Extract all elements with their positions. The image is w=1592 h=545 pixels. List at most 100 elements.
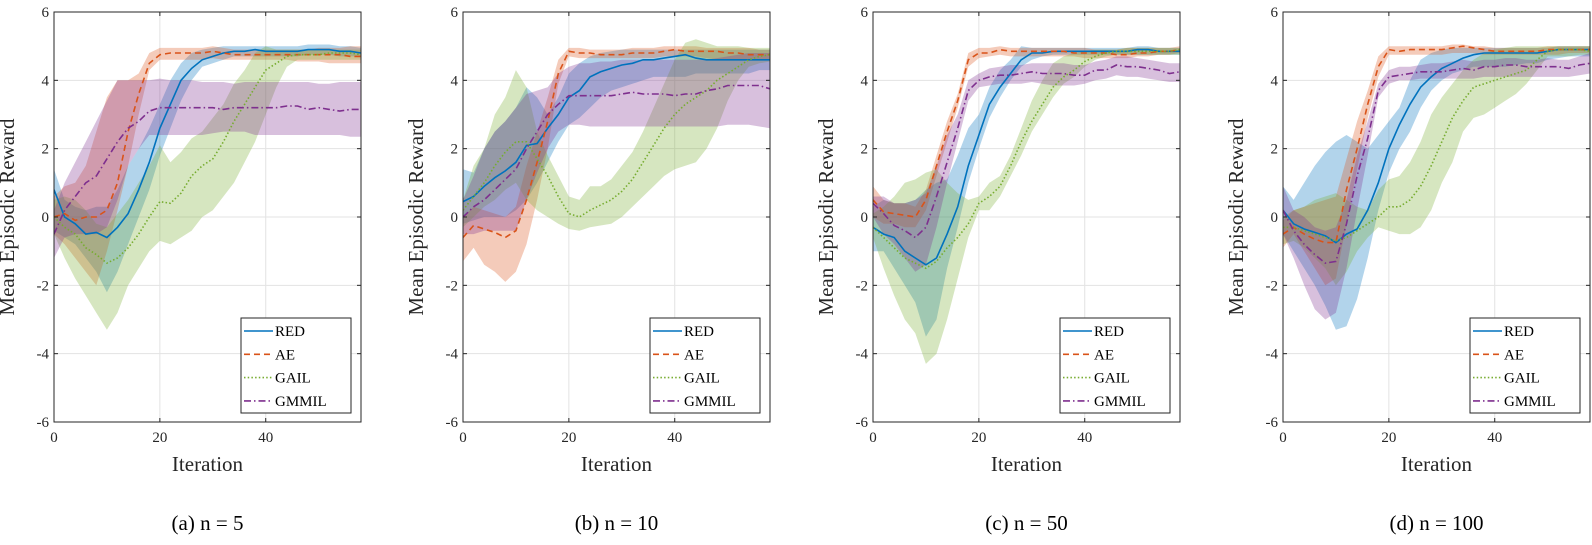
- legend-label: RED: [1504, 324, 1534, 340]
- x-tick-label: 40: [1077, 430, 1092, 446]
- y-tick-label: -6: [446, 415, 459, 431]
- plot-area: [54, 44, 361, 330]
- band-gail: [873, 47, 1180, 364]
- band-red: [1283, 46, 1590, 330]
- y-tick-label: 2: [861, 142, 869, 158]
- y-tick-label: 0: [1271, 210, 1279, 226]
- x-tick-label: 20: [971, 430, 986, 446]
- plot-area: [463, 39, 770, 282]
- line-ae: [873, 48, 1180, 218]
- y-tick-label: 0: [861, 210, 869, 226]
- band-gmmil: [1283, 53, 1590, 320]
- line-ae: [463, 48, 770, 239]
- legend: RED AE GAIL GMMIL: [649, 317, 761, 414]
- y-tick-label: 6: [451, 5, 459, 21]
- band-ae: [54, 46, 361, 286]
- legend-label: GAIL: [684, 371, 720, 387]
- x-axis-label: Iteration: [581, 452, 653, 476]
- legend-box: [649, 317, 761, 414]
- y-tick-label: 6: [42, 5, 50, 21]
- line-gail: [873, 48, 1180, 270]
- y-tick-label: -6: [37, 415, 50, 431]
- y-axis-label: Mean Episodic Reward: [814, 118, 838, 316]
- plot-area: [873, 46, 1180, 364]
- y-tick-label: -4: [1266, 347, 1279, 363]
- y-tick-label: -2: [856, 278, 869, 294]
- subplot-caption: (a) n = 5: [172, 511, 244, 535]
- legend-label: AE: [1094, 347, 1114, 363]
- y-tick-label: 0: [42, 210, 50, 226]
- y-tick-label: -4: [37, 347, 50, 363]
- x-axis-label: Iteration: [991, 452, 1063, 476]
- line-ae: [1283, 45, 1590, 244]
- legend-label: RED: [275, 324, 305, 340]
- y-tick-label: -2: [1266, 278, 1279, 294]
- y-tick-label: 6: [1271, 5, 1279, 21]
- line-red: [1283, 48, 1590, 244]
- plot-area: [1283, 44, 1590, 330]
- band-red: [54, 44, 361, 293]
- y-tick-label: -6: [856, 415, 869, 431]
- line-gmmil: [1283, 62, 1590, 264]
- subplot-caption: (c) n = 50: [985, 511, 1067, 535]
- x-tick-label: 40: [1487, 430, 1502, 446]
- y-tick-label: 4: [42, 73, 50, 89]
- x-axis-label: Iteration: [172, 452, 244, 476]
- legend-label: GAIL: [1094, 371, 1130, 387]
- y-axis-label: Mean Episodic Reward: [0, 118, 19, 316]
- y-tick-label: -4: [446, 347, 459, 363]
- legend-label: AE: [275, 347, 295, 363]
- legend-box: [240, 317, 352, 414]
- line-gmmil: [54, 105, 361, 235]
- y-tick-label: -4: [856, 347, 869, 363]
- line-red: [873, 48, 1180, 266]
- x-tick-label: 40: [667, 430, 682, 446]
- legend: RED AE GAIL GMMIL: [1469, 317, 1581, 414]
- band-ae: [873, 46, 1180, 228]
- y-tick-label: 4: [1271, 73, 1279, 89]
- y-axis-label: Mean Episodic Reward: [1224, 118, 1248, 316]
- x-tick-label: 20: [152, 430, 167, 446]
- y-tick-label: 6: [861, 5, 869, 21]
- line-red: [54, 48, 361, 239]
- line-gmmil: [463, 84, 770, 218]
- legend-label: RED: [1094, 324, 1124, 340]
- x-tick-label: 0: [459, 430, 467, 446]
- legend-label: GMMIL: [684, 394, 736, 410]
- legend-label: GMMIL: [1094, 394, 1146, 410]
- legend-label: GAIL: [275, 371, 311, 387]
- subplot-caption: (d) n = 100: [1389, 511, 1483, 535]
- legend: RED AE GAIL GMMIL: [240, 317, 352, 414]
- legend-label: GAIL: [1504, 371, 1540, 387]
- band-gmmil: [873, 56, 1180, 272]
- line-gail: [1283, 48, 1590, 242]
- x-tick-label: 20: [1381, 430, 1396, 446]
- band-red: [463, 49, 770, 224]
- x-axis-label: Iteration: [1401, 452, 1473, 476]
- y-tick-label: 4: [861, 73, 869, 89]
- line-gail: [54, 52, 361, 265]
- legend-label: AE: [1504, 347, 1524, 363]
- x-tick-label: 0: [1279, 430, 1287, 446]
- subplot-caption: (b) n = 10: [575, 511, 659, 535]
- band-gail: [463, 39, 770, 231]
- x-tick-label: 40: [258, 430, 273, 446]
- legend-box: [1469, 317, 1581, 414]
- legend-box: [1059, 317, 1171, 414]
- y-tick-label: -6: [1266, 415, 1279, 431]
- y-tick-label: 0: [451, 210, 459, 226]
- legend-label: RED: [684, 324, 714, 340]
- band-ae: [463, 46, 770, 282]
- y-tick-label: 2: [42, 142, 50, 158]
- x-tick-label: 20: [561, 430, 576, 446]
- line-gmmil: [873, 64, 1180, 239]
- legend-label: GMMIL: [275, 394, 327, 410]
- y-axis-label: Mean Episodic Reward: [404, 118, 428, 316]
- y-tick-label: 4: [451, 73, 459, 89]
- y-tick-label: -2: [37, 278, 50, 294]
- subplot-b: 0 20 40 -6 -4 -2 0 2 4 6 Iteration Mean Episodic Re…: [404, 5, 771, 535]
- x-tick-label: 0: [50, 430, 58, 446]
- subplot-d: 0 20 40 -6 -4 -2 0 2 4 6 Iteration Mean Episodic Re…: [1224, 5, 1591, 535]
- band-ae: [1283, 44, 1590, 286]
